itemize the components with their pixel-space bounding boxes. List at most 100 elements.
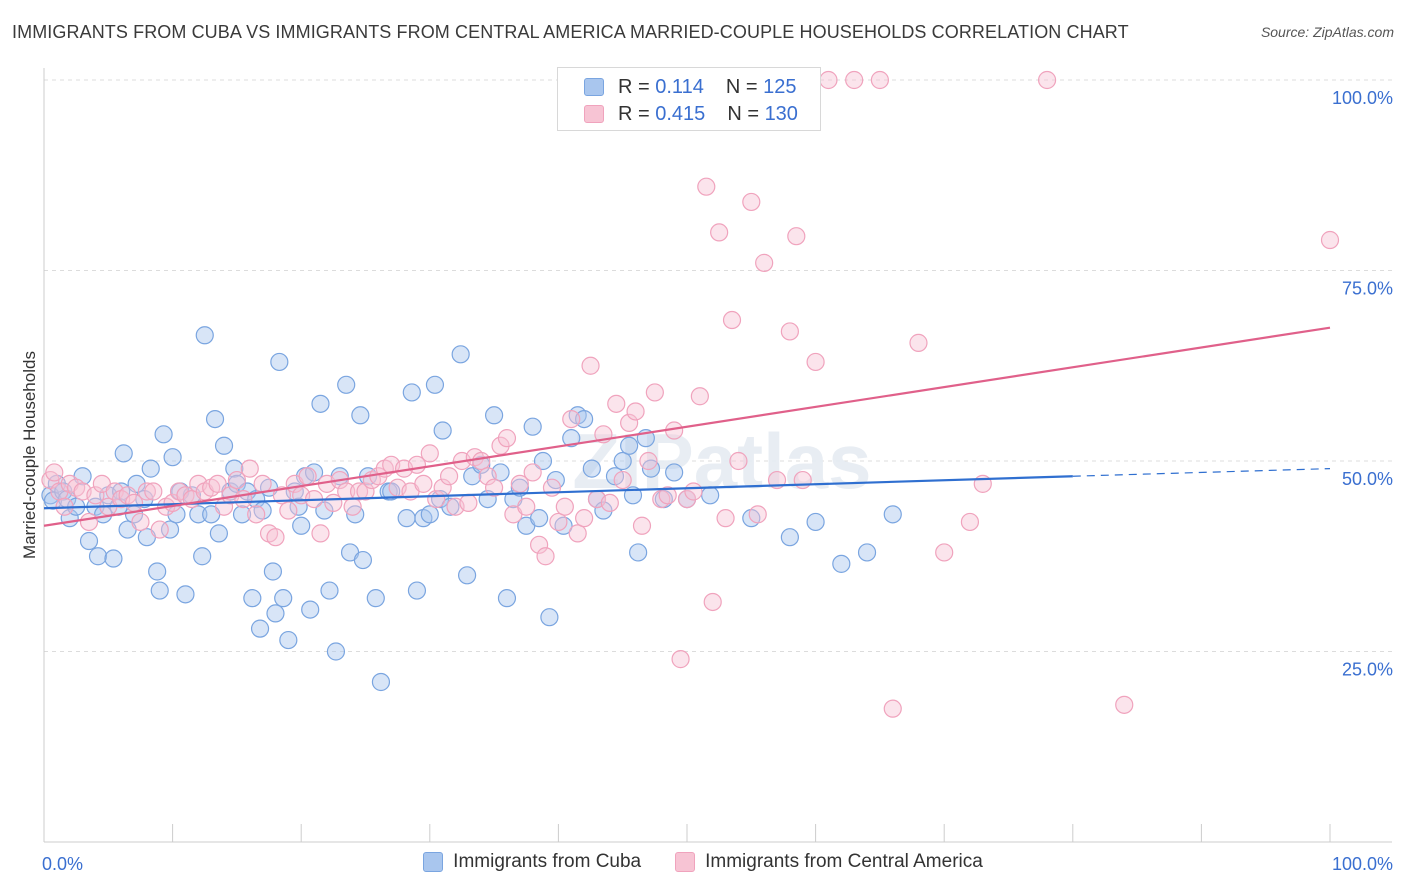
point-central-america [755,253,774,272]
trend-lines [43,326,1331,527]
stats-row-cuba: R = 0.114 N = 125 [584,75,796,99]
point-central-america [575,509,594,528]
point-central-america [626,402,645,421]
point-central-america [472,451,491,471]
point-central-america [137,482,156,501]
point-central-america [787,227,806,246]
point-central-america [118,486,137,505]
point-central-america [311,524,330,543]
point-cuba [193,547,212,566]
point-cuba [160,520,180,539]
point-central-america [703,592,722,612]
point-cuba [497,589,517,608]
point-central-america [485,478,504,497]
point-cuba [141,459,160,478]
point-central-america [716,509,735,528]
y-axis-label: Married-couple Households [20,351,39,559]
point-central-america [742,192,761,212]
cuba-swatch [584,78,604,96]
y-tick-label: 25.0% [1342,660,1393,680]
point-central-america [549,512,568,532]
point-central-america [497,429,517,448]
point-central-america [247,505,266,524]
point-cuba [227,474,246,493]
point-central-america [677,490,697,509]
point-central-america [793,470,812,490]
point-cuba [274,589,293,608]
point-cuba [857,543,877,562]
point-cuba [301,600,320,619]
point-cuba [523,417,542,436]
cuba-swatch [423,852,444,872]
trend-line-central-america [43,326,1331,527]
point-central-america [684,482,703,501]
point-central-america [632,516,652,535]
trend-line-cuba [43,475,1073,510]
point-central-america [883,699,902,718]
point-central-america [79,512,99,532]
n-label: N = [725,75,758,98]
point-central-america [1115,695,1134,714]
point-central-america [298,467,317,486]
point-central-america [960,512,980,532]
point-cuba [195,326,214,345]
point-central-america [530,535,549,554]
point-central-america [620,413,639,432]
point-central-america [208,474,227,493]
point-central-america [349,482,369,501]
point-central-america [478,467,497,486]
point-cuba [154,425,173,444]
point-cuba [225,459,244,478]
point-cuba [292,516,311,535]
point-central-america [697,177,716,196]
point-cuba [232,505,252,524]
point-central-america [729,451,748,471]
point-cuba [176,585,195,604]
point-cuba [289,497,308,516]
point-central-america [748,505,767,524]
chart-title: IMMIGRANTS FROM CUBA VS IMMIGRANTS FROM … [12,22,1129,42]
r-label: R = [618,75,650,98]
point-central-america [607,394,626,413]
point-central-america [131,512,150,532]
point-central-america [806,352,825,372]
point-central-america [343,497,362,516]
point-central-america [536,547,555,566]
point-central-america [555,497,574,516]
point-cuba [114,444,133,463]
r-value: 0.415 [655,102,706,125]
axes [43,68,1392,843]
point-cuba [701,486,720,505]
point-central-america [1037,70,1057,90]
point-central-america [722,310,742,330]
point-central-america [45,463,64,482]
point-cuba [397,509,416,528]
point-cuba [320,581,339,600]
point-cuba [883,505,902,524]
point-central-america [909,333,928,352]
point-cuba [594,501,613,520]
point-cuba [620,436,639,455]
x-tick-label-start: 0.0% [42,854,83,874]
point-cuba [530,509,549,528]
point-cuba [472,455,491,474]
legend-item-cuba[interactable]: Immigrants from Cuba [423,851,641,873]
point-central-america [356,482,375,501]
point-central-america [935,543,954,562]
point-cuba [425,375,445,394]
point-central-america [227,470,246,490]
point-central-america [439,467,459,486]
grid [44,79,1392,652]
r-label: R = [618,102,650,125]
x-tick-label-end: 100.0% [1332,854,1393,874]
point-cuba [402,383,421,402]
point-cuba [163,448,182,467]
point-cuba [43,491,63,510]
point-central-america [150,520,169,539]
point-cuba [433,421,452,440]
point-cuba [420,505,439,524]
point-cuba [247,490,266,509]
point-cuba [353,550,373,570]
legend-item-central-america[interactable]: Immigrants from Central America [675,851,983,873]
central-america-swatch [675,852,696,872]
